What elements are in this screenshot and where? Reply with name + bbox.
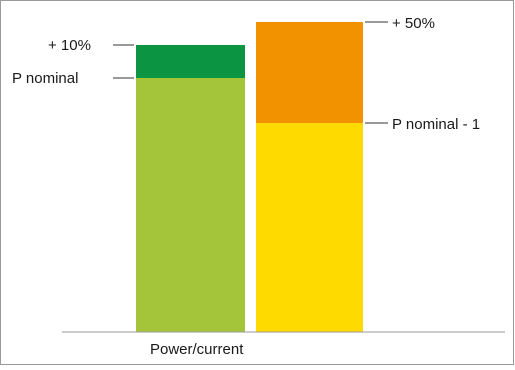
- left-bar-base-segment: [136, 78, 245, 332]
- label-pnominal-1: P nominal - 1: [392, 116, 480, 133]
- left-bar-top-segment: [136, 45, 245, 78]
- right-bar-base-segment: [256, 123, 363, 332]
- x-axis-label: Power/current: [150, 341, 244, 358]
- label-plus10: + 10%: [48, 37, 91, 54]
- label-pnominal: P nominal: [12, 70, 78, 87]
- right-bar-top-segment: [256, 22, 363, 123]
- label-plus50: + 50%: [392, 15, 435, 32]
